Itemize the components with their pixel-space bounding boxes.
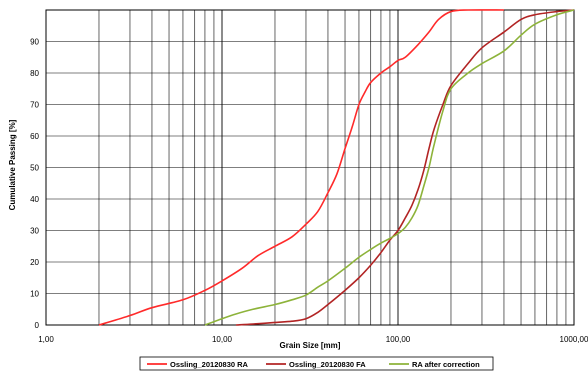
series-line-2 bbox=[235, 9, 575, 326]
x-tick-label: 100,00 bbox=[386, 335, 411, 344]
y-tick-label: 60 bbox=[30, 132, 39, 141]
y-tick-label: 80 bbox=[30, 69, 39, 78]
y-tick-label: 50 bbox=[30, 164, 39, 173]
y-axis-title: Cumulative Passing [%] bbox=[8, 119, 17, 210]
series-line-1 bbox=[98, 9, 504, 326]
series-line-3 bbox=[204, 9, 575, 326]
legend-box bbox=[139, 356, 494, 371]
x-axis-title: Grain Size [mm] bbox=[280, 341, 341, 350]
x-tick-label: 1,00 bbox=[38, 335, 54, 344]
y-tick-label: 70 bbox=[30, 101, 39, 110]
y-tick-label: 10 bbox=[30, 290, 39, 299]
y-tick-labels: 0 10 20 30 40 50 60 70 80 90 bbox=[30, 38, 39, 331]
legend-label: Ossling_20120830 RA bbox=[170, 360, 249, 369]
y-tick-label: 20 bbox=[30, 258, 39, 267]
horizontal-gridlines bbox=[46, 41, 574, 294]
x-tick-label: 1000,00 bbox=[560, 335, 588, 344]
y-tick-label: 0 bbox=[35, 321, 40, 330]
y-tick-label: 30 bbox=[30, 227, 39, 236]
x-tick-labels: 1,00 10,00 100,00 1000,00 bbox=[38, 335, 588, 344]
legend: Ossling_20120830 RA Ossling_20120830 FA RA… bbox=[139, 356, 494, 371]
series-lines bbox=[98, 9, 575, 326]
y-tick-label: 40 bbox=[30, 195, 39, 204]
y-tick-label: 90 bbox=[30, 38, 39, 47]
legend-label: RA after correction bbox=[412, 360, 480, 369]
plot-area-border bbox=[45, 9, 575, 326]
legend-label: Ossling_20120830 FA bbox=[289, 360, 366, 369]
x-tick-label: 10,00 bbox=[212, 335, 233, 344]
